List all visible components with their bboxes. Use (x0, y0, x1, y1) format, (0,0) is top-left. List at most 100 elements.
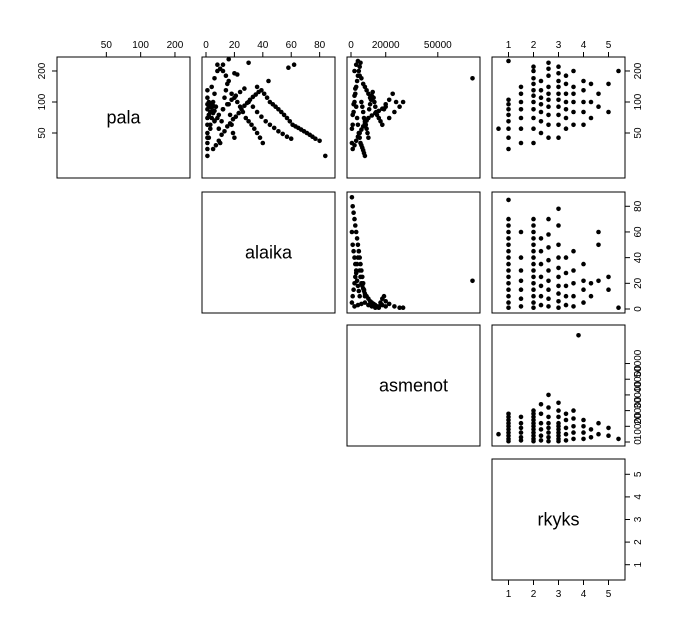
point-asmenot-vs-alaika-66 (383, 304, 389, 309)
point-alaika-vs-pala-117 (212, 118, 217, 123)
point-rkyks-vs-pala-76 (596, 104, 601, 109)
point-alaika-vs-pala-5 (212, 91, 217, 97)
point-rkyks-vs-pala-27 (531, 64, 536, 69)
point-rkyks-vs-alaika-4 (506, 281, 511, 286)
point-alaika-vs-pala-18 (230, 130, 236, 136)
rkyks-bottom-tick-label-5: 5 (606, 589, 612, 600)
point-alaika-vs-pala-78 (323, 153, 328, 159)
point-rkyks-vs-pala-48 (556, 104, 561, 109)
point-rkyks-vs-asmenot-27 (531, 408, 536, 413)
variable-label-asmenot: asmenot (379, 376, 448, 396)
point-rkyks-vs-asmenot-70 (596, 420, 601, 426)
rkyks-right-tick-label-3: 3 (633, 516, 644, 522)
point-alaika-vs-pala-44 (222, 129, 227, 134)
point-rkyks-vs-alaika-3 (506, 287, 511, 293)
point-rkyks-vs-pala-59 (563, 91, 569, 97)
point-alaika-vs-pala-25 (220, 62, 226, 67)
point-alaika-vs-pala-108 (205, 146, 210, 152)
point-rkyks-vs-pala-73 (588, 115, 594, 121)
point-asmenot-vs-pala-17 (364, 126, 369, 131)
point-rkyks-vs-alaika-21 (518, 255, 524, 260)
point-asmenot-vs-alaika-18 (351, 287, 356, 293)
point-rkyks-vs-asmenot-14 (518, 425, 524, 431)
pala-right-tick-label-200: 200 (633, 62, 644, 79)
point-rkyks-vs-asmenot-28 (538, 438, 544, 443)
point-rkyks-vs-asmenot-39 (546, 414, 551, 420)
alaika-top-tick-label-60: 60 (286, 40, 298, 51)
point-alaika-vs-pala-30 (235, 99, 240, 105)
point-alaika-vs-pala-94 (271, 125, 277, 131)
point-rkyks-vs-alaika-8 (506, 255, 511, 260)
point-rkyks-vs-alaika-19 (518, 278, 524, 284)
pala-top-tick-label-100: 100 (132, 40, 149, 51)
point-rkyks-vs-asmenot-54 (563, 425, 569, 431)
point-rkyks-vs-asmenot-16 (518, 414, 524, 420)
variable-label-rkyks: rkyks (538, 510, 580, 530)
point-rkyks-vs-pala-14 (518, 99, 524, 105)
point-asmenot-vs-alaika-17 (350, 293, 356, 299)
point-alaika-vs-pala-51 (242, 103, 247, 108)
point-rkyks-vs-pala-4 (506, 119, 511, 124)
point-alaika-vs-pala-92 (263, 119, 269, 124)
point-asmenot-vs-alaika-2 (351, 210, 356, 215)
point-asmenot-vs-alaika-60 (362, 300, 368, 305)
rkyks-right-tick-label-5: 5 (633, 471, 644, 477)
point-rkyks-vs-pala-51 (556, 84, 561, 90)
point-asmenot-vs-alaika-44 (386, 301, 392, 307)
pala-right-tick-label-50: 50 (633, 127, 644, 139)
point-rkyks-vs-alaika-54 (556, 305, 561, 311)
point-rkyks-vs-alaika-75 (581, 287, 586, 293)
point-rkyks-vs-alaika-49 (546, 268, 551, 273)
alaika-top-tick-label-20: 20 (229, 40, 241, 51)
point-rkyks-vs-alaika-83 (606, 287, 611, 293)
point-rkyks-vs-alaika-62 (556, 223, 561, 228)
point-asmenot-vs-pala-24 (353, 86, 358, 91)
rkyks-top-tick-label-5: 5 (606, 40, 612, 51)
point-alaika-vs-pala-93 (267, 122, 273, 128)
point-alaika-vs-pala-95 (276, 129, 281, 134)
point-rkyks-vs-pala-15 (518, 91, 524, 97)
point-rkyks-vs-pala-66 (571, 84, 576, 90)
point-alaika-vs-pala-49 (236, 110, 241, 116)
point-rkyks-vs-asmenot-43 (556, 436, 561, 442)
point-rkyks-vs-asmenot-0 (496, 431, 501, 437)
point-rkyks-vs-asmenot-48 (556, 420, 561, 426)
point-rkyks-vs-alaika-12 (506, 229, 511, 235)
point-alaika-vs-pala-102 (205, 95, 210, 100)
point-asmenot-vs-alaika-5 (353, 229, 359, 235)
point-rkyks-vs-asmenot-35 (546, 435, 551, 440)
point-rkyks-vs-pala-64 (571, 99, 576, 105)
point-rkyks-vs-asmenot-63 (581, 436, 586, 442)
point-alaika-vs-pala-58 (261, 91, 267, 97)
point-alaika-vs-pala-28 (229, 91, 234, 97)
point-asmenot-vs-pala-27 (355, 122, 361, 128)
point-alaika-vs-pala-103 (205, 88, 210, 93)
point-rkyks-vs-alaika-70 (571, 293, 576, 299)
point-rkyks-vs-pala-68 (581, 122, 586, 128)
point-rkyks-vs-pala-3 (506, 126, 511, 131)
point-asmenot-vs-pala-78 (380, 106, 385, 111)
point-rkyks-vs-pala-57 (563, 107, 569, 112)
point-rkyks-vs-pala-32 (538, 95, 544, 100)
point-rkyks-vs-pala-10 (518, 140, 524, 146)
point-rkyks-vs-pala-46 (556, 122, 561, 128)
point-rkyks-vs-alaika-51 (546, 245, 551, 250)
point-asmenot-vs-pala-82 (392, 109, 397, 115)
point-rkyks-vs-asmenot-59 (571, 424, 576, 429)
point-alaika-vs-pala-40 (210, 146, 216, 152)
point-asmenot-vs-pala-6 (354, 78, 360, 84)
point-rkyks-vs-alaika-25 (531, 293, 536, 299)
rkyks-bottom-tick-label-3: 3 (556, 589, 562, 600)
point-rkyks-vs-asmenot-30 (538, 427, 544, 432)
point-rkyks-vs-alaika-71 (571, 281, 576, 286)
point-rkyks-vs-asmenot-71 (606, 433, 611, 439)
point-rkyks-vs-pala-40 (546, 91, 551, 97)
rkyks-top-tick-label-2: 2 (531, 40, 537, 51)
pala-left-tick-label-200: 200 (37, 62, 48, 79)
point-asmenot-vs-alaika-62 (369, 304, 375, 309)
point-asmenot-vs-pala-65 (350, 146, 356, 152)
point-asmenot-vs-pala-25 (353, 104, 359, 109)
alaika-right-tick-label-20: 20 (633, 277, 644, 289)
point-asmenot-vs-pala-61 (362, 84, 368, 90)
point-rkyks-vs-pala-62 (571, 122, 576, 128)
